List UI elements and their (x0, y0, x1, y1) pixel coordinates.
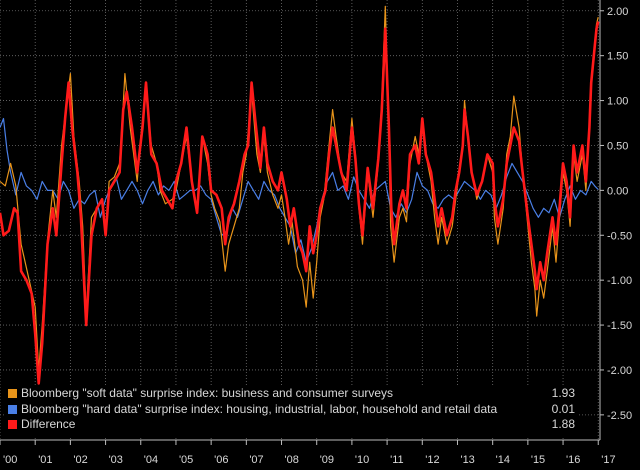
x-tick-label: '04 (144, 454, 158, 466)
legend-value-difference: 1.88 (551, 417, 575, 431)
legend-item-hard: Bloomberg "hard data" surprise index: ho… (6, 402, 578, 418)
x-tick-label: '06 (214, 454, 228, 466)
legend-value-soft: 1.93 (551, 386, 575, 400)
legend-label-soft: Bloomberg "soft data" surprise index: bu… (21, 386, 394, 400)
x-tick-label: '01 (38, 454, 52, 466)
y-tick-label: 0.00 (607, 185, 628, 197)
series-line-hard (0, 117, 599, 263)
x-tick-label: '11 (390, 454, 404, 466)
x-tick-label: '08 (285, 454, 299, 466)
legend-swatch-soft (8, 389, 17, 398)
x-tick-label: '16 (566, 454, 580, 466)
x-tick-label: '15 (531, 454, 545, 466)
x-tick-label: '00 (3, 454, 17, 466)
legend-label-hard: Bloomberg "hard data" surprise index: ho… (21, 401, 498, 416)
y-tick-label: 2.00 (607, 6, 628, 18)
series-line-difference (0, 21, 600, 385)
y-tick-label: -1.00 (607, 275, 632, 287)
x-tick-label: '13 (460, 454, 474, 466)
legend-swatch-hard (8, 404, 17, 414)
x-tick-label: '14 (496, 454, 510, 466)
x-tick-label: '12 (425, 454, 439, 466)
y-tick-label: -2.50 (607, 410, 632, 422)
x-tick-label: '03 (109, 454, 123, 466)
legend-swatch-difference (8, 420, 17, 429)
legend: Bloomberg "soft data" surprise index: bu… (6, 386, 578, 436)
x-tick-label: '02 (73, 454, 87, 466)
x-tick-label: '17 (601, 454, 615, 466)
x-tick-label: '09 (320, 454, 334, 466)
legend-value-hard: 0.01 (551, 401, 575, 416)
y-tick-label: -0.50 (607, 230, 632, 242)
legend-label-difference: Difference (21, 417, 76, 431)
y-tick-label: -1.50 (607, 320, 632, 332)
plot-background (0, 0, 600, 440)
y-tick-label: 1.00 (607, 96, 628, 108)
legend-item-difference: Difference 1.88 (6, 417, 578, 433)
y-tick-label: 1.50 (607, 51, 628, 63)
x-tick-label: '07 (249, 454, 263, 466)
y-tick-label: 0.50 (607, 140, 628, 152)
x-tick-label: '10 (355, 454, 369, 466)
legend-item-soft: Bloomberg "soft data" surprise index: bu… (6, 386, 578, 402)
x-tick-label: '05 (179, 454, 193, 466)
y-tick-label: -2.00 (607, 365, 632, 377)
